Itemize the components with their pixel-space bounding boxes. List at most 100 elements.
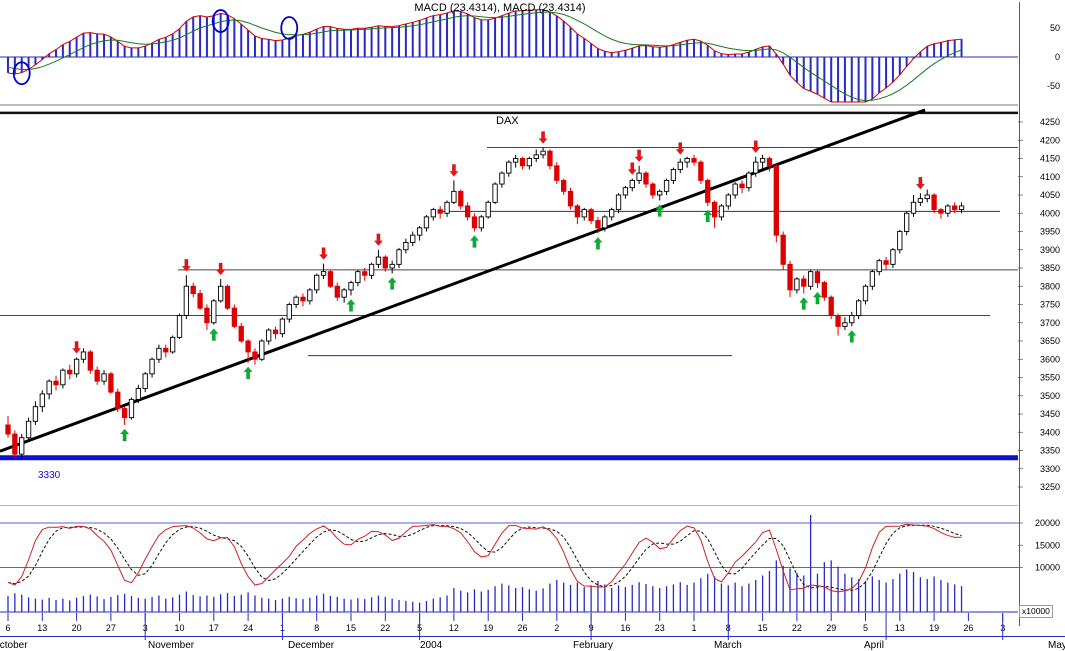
price-axis-label: 4100 <box>1040 172 1060 182</box>
candle-body <box>135 388 141 400</box>
month-label: December <box>288 640 335 651</box>
buy-arrow <box>702 209 713 223</box>
date-label: 24 <box>243 623 253 633</box>
candle-body <box>471 216 478 229</box>
volume-panel[interactable] <box>0 514 1018 612</box>
candle-body <box>19 437 25 455</box>
date-label: 15 <box>758 623 768 633</box>
candle-body <box>657 190 663 196</box>
month-label: November <box>148 640 195 651</box>
candle-body <box>519 158 526 167</box>
candle-body <box>869 271 876 287</box>
candle-body <box>526 158 533 167</box>
candle-body <box>307 289 313 302</box>
candle-body <box>73 358 80 375</box>
candle-body <box>128 398 135 419</box>
candle-body <box>952 205 958 211</box>
price-axis-label: 4250 <box>1040 117 1060 127</box>
volume-axis-label: 20000 <box>1035 518 1060 528</box>
date-label: 5 <box>863 623 868 633</box>
candle-body <box>80 351 87 360</box>
candle-body <box>169 336 176 353</box>
date-label: 26 <box>963 623 973 633</box>
candle-body <box>890 249 896 265</box>
candle-body <box>94 369 100 382</box>
candle-body <box>904 212 910 232</box>
candle-body <box>670 168 677 181</box>
candle-body <box>787 263 793 291</box>
candle-body <box>279 318 286 335</box>
candle-body <box>231 307 238 327</box>
candle-body <box>739 183 745 189</box>
buy-arrow <box>847 330 857 343</box>
candle-body <box>766 158 773 167</box>
candle-body <box>855 300 862 316</box>
date-label: 13 <box>37 623 47 633</box>
candle-body <box>190 285 196 294</box>
candle-body <box>931 194 937 211</box>
date-label: 27 <box>106 623 116 633</box>
candle-body <box>574 205 581 218</box>
buy-arrow <box>812 291 823 305</box>
price-axis-label: 3450 <box>1040 409 1060 419</box>
candle-body <box>801 278 807 287</box>
date-label: 22 <box>792 623 802 633</box>
candle-body <box>121 408 128 419</box>
candle-body <box>958 205 965 211</box>
date-label: 20 <box>72 623 82 633</box>
macd-axis-label: -50 <box>1047 81 1060 91</box>
sell-arrow <box>627 162 637 175</box>
candle-body <box>252 351 258 360</box>
candle-body <box>458 190 464 207</box>
price-axis-label: 4050 <box>1040 190 1060 200</box>
candle-body <box>67 369 73 375</box>
candle-body <box>849 315 855 324</box>
price-axis-label: 3250 <box>1040 482 1060 492</box>
candle-body <box>334 285 340 298</box>
candle-body <box>663 179 670 192</box>
candle-body <box>416 227 423 236</box>
candle-body <box>684 158 690 163</box>
candle-body <box>533 154 539 159</box>
buy-arrow <box>387 277 397 290</box>
buy-arrow <box>243 366 253 380</box>
candle-body <box>389 263 395 269</box>
candle-body <box>375 256 382 265</box>
candle-body <box>451 190 457 203</box>
candle-body <box>629 179 635 189</box>
candle-body <box>835 315 841 327</box>
price-axis-label: 3500 <box>1040 391 1060 401</box>
candle-body <box>725 194 731 207</box>
sell-arrow <box>751 140 761 154</box>
trendline <box>0 108 926 453</box>
macd-axis-label: 0 <box>1055 52 1060 62</box>
candle-body <box>430 209 436 218</box>
price-axis-label: 3700 <box>1040 318 1060 328</box>
date-label: 13 <box>895 623 905 633</box>
price-panel[interactable] <box>0 108 1018 461</box>
macd-signal-line <box>7 11 962 102</box>
candle-body <box>718 205 725 218</box>
candle-body <box>876 260 882 273</box>
price-axis-label: 3600 <box>1040 354 1060 364</box>
sell-arrow <box>318 247 329 261</box>
month-label: February <box>573 640 613 651</box>
buy-arrow <box>346 298 356 312</box>
price-axis-label: 3750 <box>1040 300 1060 310</box>
buy-arrow <box>469 235 480 248</box>
candle-body <box>567 190 574 207</box>
candle-body <box>266 329 272 342</box>
candle-body <box>245 340 251 353</box>
candle-body <box>101 373 107 382</box>
candle-body <box>636 172 642 181</box>
date-label: 26 <box>517 623 527 633</box>
macd-panel[interactable] <box>0 9 1018 103</box>
candle-body <box>286 304 292 320</box>
date-label: 19 <box>929 623 939 633</box>
price-axis-label: 3350 <box>1040 446 1060 456</box>
candle-body <box>25 420 32 439</box>
candle-body <box>862 285 869 302</box>
candle-body <box>218 285 224 302</box>
candle-body <box>204 307 210 324</box>
